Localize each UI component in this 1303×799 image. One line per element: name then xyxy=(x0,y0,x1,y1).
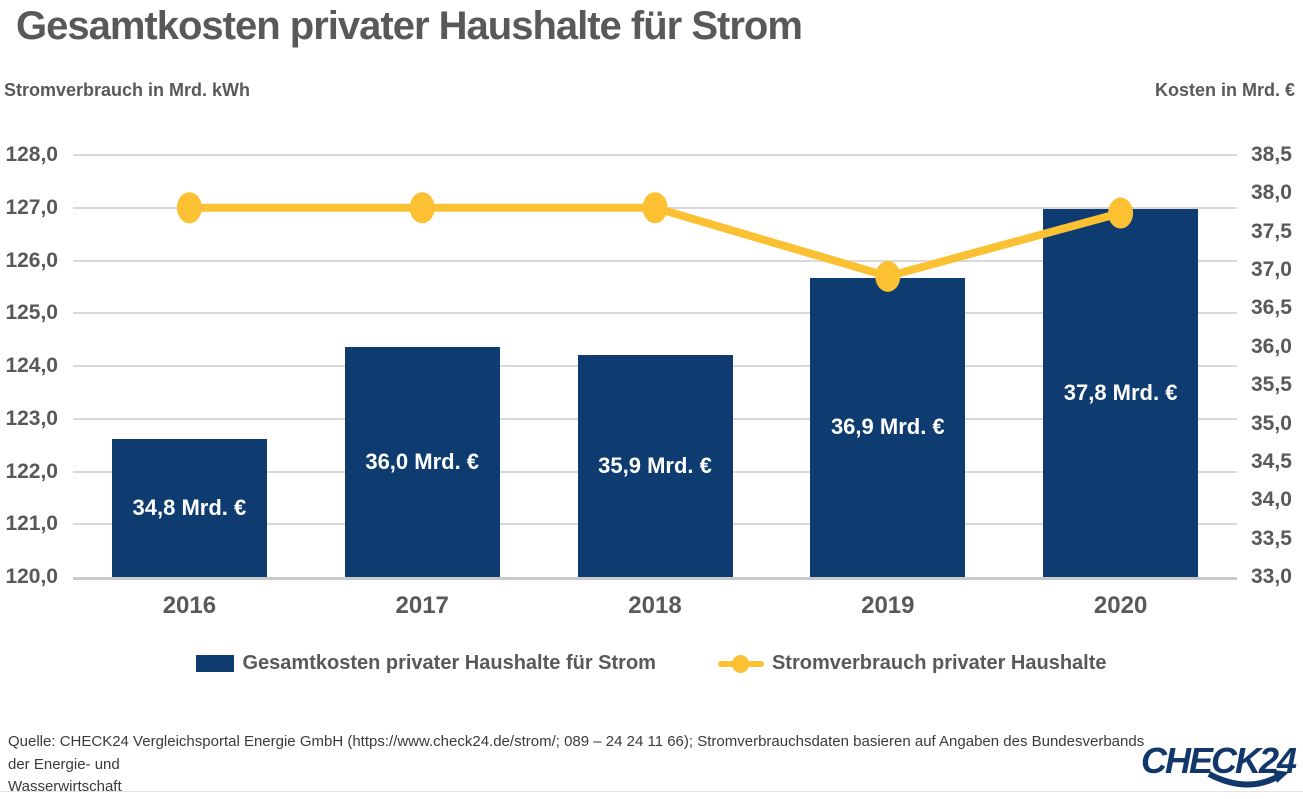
gridline xyxy=(73,312,1237,315)
check24-logo: CHECK24 xyxy=(1141,740,1297,790)
source-line-2: Wasserwirtschaft xyxy=(8,778,122,795)
source-line-1: Quelle: CHECK24 Vergleichsportal Energie… xyxy=(8,733,1145,773)
gridline xyxy=(73,154,1237,156)
axis-tick-label: 123,0 xyxy=(5,406,58,430)
legend-item-stromverbrauch: Stromverbrauch privater Haushalte xyxy=(717,652,1107,675)
legend: Gesamtkosten privater Haushalte für Stro… xyxy=(0,652,1303,675)
check24-logo-text: CHECK24 xyxy=(1141,740,1297,781)
bar-2017 xyxy=(344,346,500,577)
axis-tick-label: 124,0 xyxy=(5,354,58,377)
legend-label: Stromverbrauch privater Haushalte xyxy=(771,652,1107,674)
legend-item-gesamtkosten: Gesamtkosten privater Haushalte für Stro… xyxy=(196,652,656,675)
bar-value-label: 35,9 Mrd. € xyxy=(598,452,712,478)
line-marker-2018 xyxy=(642,192,668,224)
line-dot-icon xyxy=(717,654,764,674)
x-label-2019: 2019 xyxy=(861,592,915,619)
x-label-2020: 2020 xyxy=(1093,592,1148,619)
line-marker-2020 xyxy=(1108,197,1134,229)
axis-tick-label: 34,5 xyxy=(1251,449,1292,473)
axis-tick-label: 126,0 xyxy=(5,248,58,272)
gridline xyxy=(73,259,1237,262)
line-marker-2017 xyxy=(409,192,435,224)
bar-2018 xyxy=(577,354,733,577)
bar-value-label: 37,8 Mrd. € xyxy=(1063,379,1178,405)
axis-tick-label: 127,0 xyxy=(5,195,58,219)
axis-tick-label: 38,5 xyxy=(1251,143,1292,166)
line-marker-2019 xyxy=(875,260,901,292)
x-label-2017: 2017 xyxy=(395,592,449,619)
axis-tick-label: 120,0 xyxy=(5,565,58,588)
right-axis-title: Kosten in Mrd. € xyxy=(1154,80,1295,100)
axis-tick-label: 125,0 xyxy=(5,301,58,325)
axis-tick-label: 35,0 xyxy=(1251,411,1292,435)
x-axis-labels: 2016 2017 2018 2019 2020 xyxy=(73,592,1237,622)
axis-tick-label: 34,0 xyxy=(1251,488,1292,512)
left-axis-tick-labels: 128,0 127,0 126,0 125,0 124,0 123,0 122,0 121,0… xyxy=(0,143,58,588)
bottom-divider xyxy=(0,791,1303,792)
axis-tick-label: 37,5 xyxy=(1251,219,1292,243)
logo-swoosh-arrow-icon xyxy=(1207,770,1289,788)
right-axis-tick-labels: 38,5 38,0 37,5 37,0 36,5 36,0 35,5 35,0 34,5 34,0… xyxy=(1251,143,1303,588)
x-label-2018: 2018 xyxy=(628,592,682,619)
page-title: Gesamtkosten privater Haushalte für Stro… xyxy=(16,4,803,48)
source-note: Quelle: CHECK24 Vergleichsportal Energie… xyxy=(8,731,1148,799)
axis-tick-label: 33,0 xyxy=(1251,565,1292,588)
axis-tick-label: 35,5 xyxy=(1251,373,1292,397)
axis-tick-label: 122,0 xyxy=(5,459,58,483)
bar-value-label: 34,8 Mrd. € xyxy=(132,494,247,520)
bar-2020 xyxy=(1043,208,1199,577)
legend-label: Gesamtkosten privater Haushalte für Stro… xyxy=(242,652,656,674)
axis-tick-label: 33,5 xyxy=(1251,526,1292,550)
x-label-2016: 2016 xyxy=(162,592,217,619)
axis-tick-label: 121,0 xyxy=(5,512,58,536)
bar-value-label: 36,0 Mrd. € xyxy=(365,448,480,474)
axis-tick-label: 38,0 xyxy=(1251,181,1292,205)
axis-tick-label: 36,5 xyxy=(1251,296,1292,320)
plot-area: 34,8 Mrd. € 36,0 Mrd. € 35,9 Mrd. € 36,9 Mr… xyxy=(73,154,1237,580)
consumption-line-layer xyxy=(176,192,1134,292)
bar-2019 xyxy=(810,277,966,577)
axis-tick-label: 37,0 xyxy=(1251,258,1292,282)
bar-value-label: 36,9 Mrd. € xyxy=(830,414,945,440)
bar-2016 xyxy=(111,438,267,577)
axis-tick-label: 128,0 xyxy=(5,143,58,166)
line-marker-2016 xyxy=(176,192,202,224)
bar-swatch-icon xyxy=(196,655,235,672)
left-axis-title: Stromverbrauch in Mrd. kWh xyxy=(4,80,251,100)
axis-tick-label: 36,0 xyxy=(1251,334,1292,358)
